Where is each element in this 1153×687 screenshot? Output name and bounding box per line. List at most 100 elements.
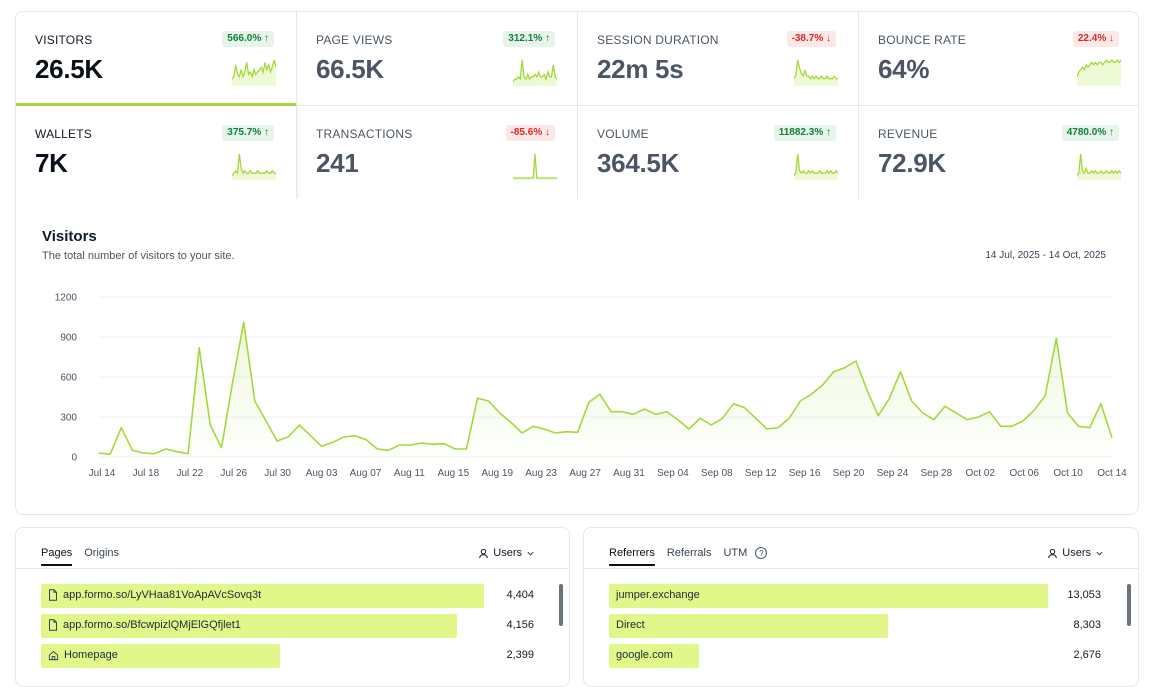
- list-item-count: 2,399: [506, 649, 534, 661]
- x-tick-label: Oct 14: [1097, 468, 1127, 479]
- divider: [16, 568, 569, 569]
- chevron-down-icon: [1096, 551, 1103, 556]
- change-badge: 566.0% ↑: [222, 31, 274, 47]
- x-tick-label: Sep 08: [701, 468, 733, 479]
- pages-tabs: Pages Origins: [41, 547, 119, 566]
- x-tick-label: Sep 28: [920, 468, 952, 479]
- list-item-label: Direct: [616, 619, 645, 631]
- user-icon: [1048, 548, 1058, 558]
- x-tick-label: Oct 02: [966, 468, 996, 479]
- metric-label: SESSION DURATION: [597, 33, 719, 47]
- metrics-grid: VISITORS 26.5K 566.0% ↑ PAGE VIEWS 66.5K 312.…: [15, 11, 1139, 200]
- metric-label: TRANSACTIONS: [316, 127, 413, 141]
- list-item-label: Homepage: [48, 649, 118, 661]
- sparkline-area: [1077, 154, 1121, 180]
- y-tick-label: 900: [60, 333, 77, 344]
- tab-referrals[interactable]: Referrals: [666, 547, 712, 559]
- metric-card-bounce-rate[interactable]: BOUNCE RATE 64% 22.4% ↓: [859, 12, 1138, 106]
- chart-date-range[interactable]: 14 Jul, 2025 - 14 Oct, 2025: [985, 250, 1106, 261]
- help-icon[interactable]: ?: [755, 547, 768, 559]
- x-tick-label: Sep 16: [789, 468, 821, 479]
- metric-value: 64%: [878, 54, 930, 84]
- sparkline-line: [1077, 153, 1121, 176]
- list-item-count: 13,053: [1067, 589, 1101, 601]
- sparkline: [232, 59, 276, 86]
- value-bar: [609, 644, 699, 668]
- list-item[interactable]: Homepage 2,399: [41, 644, 561, 668]
- users-dropdown[interactable]: Users: [1047, 547, 1104, 559]
- list-item[interactable]: Direct 8,303: [609, 614, 1129, 638]
- x-tick-label: Sep 04: [657, 468, 689, 479]
- list-item-label: app.formo.so/BfcwpizlQMjElGQfjlet1: [48, 619, 241, 631]
- y-tick-label: 0: [71, 453, 77, 464]
- scrollbar[interactable]: [1127, 584, 1131, 626]
- metric-card-visitors[interactable]: VISITORS 26.5K 566.0% ↑: [16, 12, 297, 106]
- metric-value: 66.5K: [316, 54, 384, 84]
- list-item[interactable]: app.formo.so/LyVHaa81VoApAVcSovq3t 4,404: [41, 584, 561, 608]
- list-item-text: google.com: [616, 649, 673, 661]
- metric-card-page-views[interactable]: PAGE VIEWS 66.5K 312.1% ↑: [297, 12, 578, 106]
- metric-label: VOLUME: [597, 127, 649, 141]
- list-item-text: Direct: [616, 619, 645, 631]
- x-tick-label: Jul 26: [220, 468, 247, 479]
- change-badge: 4780.0% ↑: [1061, 125, 1119, 141]
- list-item[interactable]: jumper.exchange 13,053: [609, 584, 1129, 608]
- home-icon: [48, 650, 59, 660]
- list-item-label: google.com: [616, 649, 673, 661]
- users-dropdown-label: Users: [493, 547, 522, 559]
- scrollbar[interactable]: [559, 584, 563, 626]
- sparkline-line: [1077, 58, 1121, 78]
- y-tick-label: 1200: [55, 293, 78, 304]
- tab-origins[interactable]: Origins: [84, 547, 120, 559]
- list-item[interactable]: app.formo.so/BfcwpizlQMjElGQfjlet1 4,156: [41, 614, 561, 638]
- sparkline-line: [513, 153, 557, 179]
- tab-referrers[interactable]: Referrers: [609, 547, 655, 566]
- change-badge: 11882.3% ↑: [773, 125, 836, 141]
- chart-title: Visitors: [42, 228, 97, 245]
- metric-card-revenue[interactable]: REVENUE 72.9K 4780.0% ↑: [859, 106, 1138, 199]
- x-tick-label: Sep 12: [745, 468, 777, 479]
- metric-label: PAGE VIEWS: [316, 33, 393, 47]
- list-item[interactable]: google.com 2,676: [609, 644, 1129, 668]
- sparkline-area: [513, 60, 557, 86]
- sparkline: [794, 153, 838, 180]
- metric-value: 22m 5s: [597, 54, 684, 84]
- visitors-chart: 0 300 600 900 1200 Jul 14 Jul 18 Jul 22 Jul 26 Ju…: [55, 293, 1127, 480]
- metric-value: 241: [316, 148, 359, 178]
- pages-panel: Pages Origins Users app.formo.so/LyVHaa8…: [15, 527, 570, 687]
- x-tick-label: Jul 30: [264, 468, 291, 479]
- sparkline: [1077, 58, 1121, 86]
- file-icon: [49, 619, 57, 631]
- tab-utm[interactable]: UTM: [723, 547, 748, 559]
- sparkline-line: [794, 59, 838, 80]
- metric-value: 26.5K: [35, 54, 103, 84]
- list-item-count: 8,303: [1073, 619, 1101, 631]
- metric-card-transactions[interactable]: TRANSACTIONS 241 -85.6% ↓: [297, 106, 578, 199]
- value-bar: [41, 614, 457, 638]
- metric-card-session-duration[interactable]: SESSION DURATION 22m 5s -38.7% ↓: [578, 12, 859, 106]
- change-badge: -85.6% ↓: [505, 125, 555, 141]
- x-tick-label: Oct 06: [1009, 468, 1039, 479]
- users-dropdown[interactable]: Users: [478, 547, 535, 559]
- tab-pages[interactable]: Pages: [41, 547, 73, 566]
- sparkline-area: [513, 154, 557, 180]
- x-tick-label: Aug 15: [437, 468, 469, 479]
- metric-value: 72.9K: [878, 148, 946, 178]
- series-line: [98, 321, 1113, 456]
- sparkline-area: [232, 60, 276, 86]
- y-tick-label: 300: [60, 413, 77, 424]
- metric-label: BOUNCE RATE: [878, 33, 966, 47]
- series-area: [99, 322, 1112, 457]
- user-icon: [479, 548, 489, 558]
- value-bar: [609, 614, 888, 638]
- list-item-count: 2,676: [1073, 649, 1101, 661]
- change-badge: -38.7% ↓: [786, 31, 836, 47]
- sparkline: [513, 59, 557, 86]
- metric-card-volume[interactable]: VOLUME 364.5K 11882.3% ↑: [578, 106, 859, 199]
- chart-subtitle: The total number of visitors to your sit…: [42, 250, 235, 262]
- metric-card-wallets[interactable]: WALLETS 7K 375.7% ↑: [16, 106, 297, 199]
- value-bar: [41, 644, 280, 668]
- sparkline: [794, 59, 838, 86]
- list-item-count: 4,156: [506, 619, 534, 631]
- list-item-text: app.formo.so/LyVHaa81VoApAVcSovq3t: [63, 589, 262, 601]
